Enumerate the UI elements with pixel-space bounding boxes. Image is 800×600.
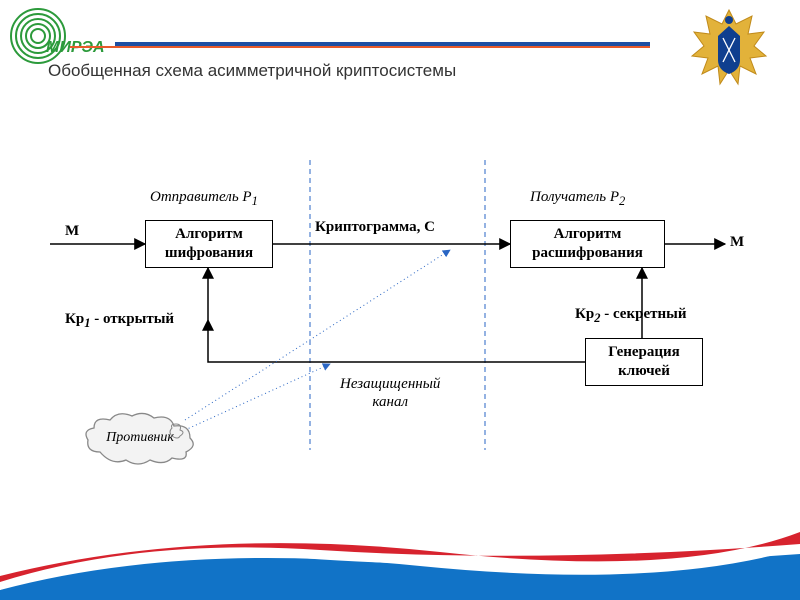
state-emblem-icon [690, 6, 768, 97]
label-crypto: Криптограмма, C [315, 218, 435, 236]
crypto-diagram: Алгоритм шифрования Алгоритм расшифровани… [30, 150, 770, 480]
slide-title: Обобщенная схема асимметричной криптосис… [48, 60, 456, 82]
label-m_out: M [730, 233, 744, 251]
footer-waves [0, 520, 800, 600]
label-kr2: Кр2 - секретный [575, 305, 686, 326]
header-rule-orange [70, 46, 650, 48]
label-kr1: Кр1 - открытый [65, 310, 174, 331]
slide: МИРЭА Обобщенная схема асимметричной кри… [0, 0, 800, 600]
adversary-label: Противник [80, 410, 200, 465]
node-enc: Алгоритм шифрования [145, 220, 273, 268]
label-unsecure: Незащищенныйканал [340, 375, 440, 411]
node-dec: Алгоритм расшифрования [510, 220, 665, 268]
node-gen: Генерация ключей [585, 338, 703, 386]
adversary-cloud: Противник [80, 410, 200, 465]
label-m_in: M [65, 222, 79, 240]
mirea-text: МИРЭА [46, 40, 105, 56]
label-sender: Отправитель P1 [150, 188, 258, 209]
label-receiver: Получатель P2 [530, 188, 625, 209]
